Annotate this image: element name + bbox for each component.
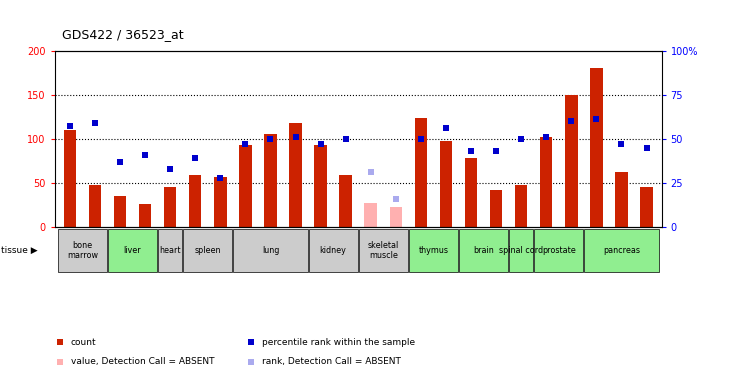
Bar [164,187,176,227]
Bar [88,186,101,227]
Bar [58,229,107,272]
Bar [565,95,577,227]
Bar [339,175,352,227]
Bar [239,145,251,227]
Bar [308,229,357,272]
Bar [359,229,408,272]
Bar [590,68,602,227]
Bar [114,196,126,227]
Text: spinal cord: spinal cord [499,246,543,255]
Bar [509,229,533,272]
Bar [158,229,182,272]
Bar [459,229,508,272]
Bar [108,229,157,272]
Text: pancreas: pancreas [603,246,640,255]
Bar [515,186,528,227]
Text: GDS422 / 36523_at: GDS422 / 36523_at [62,28,183,41]
Bar [414,118,427,227]
Text: percentile rank within the sample: percentile rank within the sample [262,338,415,347]
Text: rank, Detection Call = ABSENT: rank, Detection Call = ABSENT [262,357,401,366]
Bar [139,204,151,227]
Bar [640,187,653,227]
Text: spleen: spleen [194,246,221,255]
Bar [439,141,452,227]
Text: value, Detection Call = ABSENT: value, Detection Call = ABSENT [71,357,214,366]
Text: kidney: kidney [319,246,346,255]
Bar [540,137,553,227]
Text: tissue ▶: tissue ▶ [1,246,38,255]
Bar [189,175,202,227]
Bar [465,158,477,227]
Text: skeletal
muscle: skeletal muscle [368,241,399,260]
Bar [390,207,402,227]
Bar [534,229,583,272]
Bar [314,145,327,227]
Bar [289,123,302,227]
Text: brain: brain [473,246,494,255]
Bar [490,190,502,227]
Bar [365,203,377,227]
Text: lung: lung [262,246,279,255]
Text: heart: heart [159,246,181,255]
Bar [183,229,232,272]
Bar [214,177,227,227]
Bar [64,130,76,227]
Text: count: count [71,338,96,347]
Text: bone
marrow: bone marrow [67,241,98,260]
Bar [233,229,308,272]
Bar [584,229,659,272]
Text: prostate: prostate [542,246,575,255]
Bar [409,229,458,272]
Bar [616,172,628,227]
Text: thymus: thymus [418,246,448,255]
Bar [264,134,277,227]
Text: liver: liver [124,246,141,255]
